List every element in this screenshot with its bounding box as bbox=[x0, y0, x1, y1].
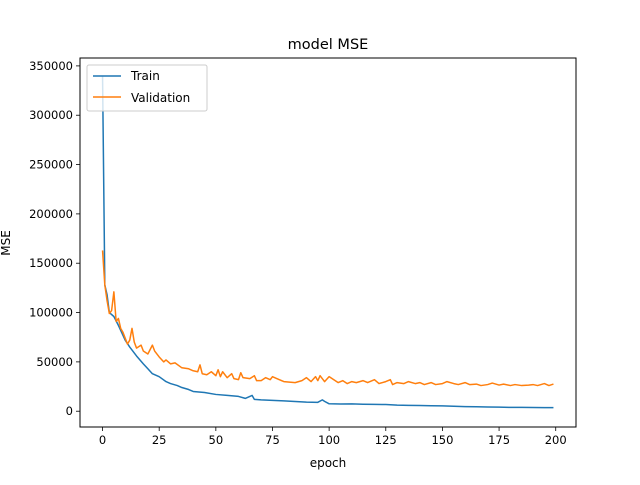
x-axis-label: epoch bbox=[310, 456, 347, 470]
plot-frame bbox=[79, 57, 577, 428]
x-tick-label: 75 bbox=[265, 433, 280, 447]
x-tick-label: 125 bbox=[375, 433, 397, 447]
chart-title: model MSE bbox=[288, 37, 369, 53]
x-tick-label: 150 bbox=[431, 433, 453, 447]
y-tick-label: 250000 bbox=[29, 158, 73, 172]
y-tick-label: 300000 bbox=[29, 108, 73, 122]
x-tick-label: 0 bbox=[99, 433, 106, 447]
series-line-validation bbox=[101, 250, 554, 387]
y-tick-label: 50000 bbox=[36, 355, 73, 369]
y-tick-label: 200000 bbox=[29, 207, 73, 221]
legend-label-train: Train bbox=[130, 69, 160, 83]
x-tick-label: 200 bbox=[545, 433, 567, 447]
legend: Train Validation bbox=[86, 64, 208, 112]
x-tick-label: 50 bbox=[209, 433, 224, 447]
plot-lines bbox=[101, 75, 554, 409]
series-line-train bbox=[101, 75, 554, 409]
legend-label-validation: Validation bbox=[131, 91, 190, 105]
y-tick-label: 100000 bbox=[29, 306, 73, 320]
y-axis-ticks: 0 50000 100000 150000 200000 250000 300000 3500… bbox=[29, 59, 80, 418]
x-tick-label: 100 bbox=[318, 433, 340, 447]
y-tick-label: 150000 bbox=[29, 256, 73, 270]
x-tick-label: 25 bbox=[152, 433, 167, 447]
y-axis-label: MSE bbox=[0, 230, 13, 256]
x-tick-label: 175 bbox=[488, 433, 510, 447]
x-axis-ticks: 0 25 50 75 100 125 150 175 200 bbox=[99, 427, 567, 447]
y-tick-label: 0 bbox=[66, 404, 73, 418]
y-tick-label: 350000 bbox=[29, 59, 73, 73]
